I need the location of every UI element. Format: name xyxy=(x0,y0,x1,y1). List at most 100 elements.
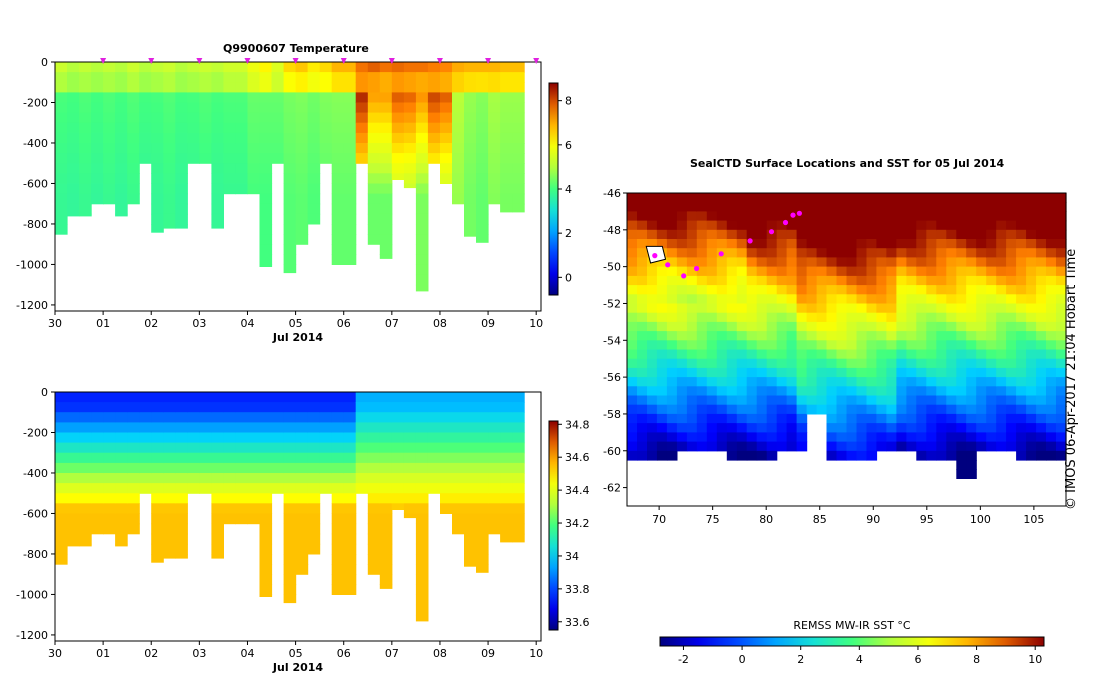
profile-cell xyxy=(307,422,321,434)
profile-cell xyxy=(500,102,513,114)
profile-cell xyxy=(343,533,357,545)
profile-cell xyxy=(103,442,116,454)
sst-cell xyxy=(706,358,718,369)
profile-cell xyxy=(55,432,68,444)
profile-cell xyxy=(259,483,273,494)
profile-cell xyxy=(79,442,92,454)
sst-cell xyxy=(886,266,897,277)
sst-cell xyxy=(866,340,878,351)
profile-cell xyxy=(476,432,489,444)
sst-cell xyxy=(1046,432,1057,443)
sst-cell xyxy=(637,229,648,240)
sst-cell xyxy=(866,450,878,461)
sst-cell xyxy=(736,229,748,240)
profile-cell xyxy=(464,483,477,494)
sst-cell xyxy=(796,303,808,314)
sst-cell xyxy=(866,377,878,387)
profile-cell xyxy=(247,452,261,464)
sst-cell xyxy=(746,229,758,240)
profile-cell xyxy=(343,513,357,525)
sst-cell xyxy=(816,358,828,369)
profile-cell xyxy=(103,422,116,434)
profile-cell xyxy=(283,543,297,555)
sst-cell xyxy=(1056,395,1067,406)
profile-cell xyxy=(211,82,224,93)
profile-cell xyxy=(403,72,417,83)
sst-cell xyxy=(637,248,648,258)
profile-cell xyxy=(500,402,513,413)
sst-cell xyxy=(647,266,658,277)
sst-cell xyxy=(1056,294,1067,305)
sst-cell xyxy=(796,257,808,268)
sst-cell xyxy=(766,220,778,231)
profile-cell xyxy=(103,112,116,124)
sst-cell xyxy=(686,202,698,212)
sst-cell xyxy=(1036,294,1047,305)
sst-cell xyxy=(656,312,668,323)
sst-cell xyxy=(776,312,788,323)
sst-cell xyxy=(756,349,768,360)
sst-cell xyxy=(916,294,927,305)
profile-cell xyxy=(151,523,164,535)
profile-cell xyxy=(307,143,321,154)
sst-cell xyxy=(996,303,1007,314)
sst-cell xyxy=(866,303,878,314)
profile-cell xyxy=(343,62,357,73)
sst-cell xyxy=(966,460,977,470)
sst-cell xyxy=(1006,312,1017,323)
sst-cell xyxy=(647,340,658,351)
profile-cell xyxy=(151,213,164,225)
sst-cell xyxy=(1046,275,1057,286)
sst-cell xyxy=(766,432,778,443)
sst-cell xyxy=(826,266,838,277)
profile-cell xyxy=(91,173,104,184)
profile-cell xyxy=(115,523,128,535)
sst-cell xyxy=(836,377,848,387)
profile-cell xyxy=(427,462,441,474)
sst-cell xyxy=(886,340,897,351)
profile-cell xyxy=(127,392,140,403)
profile-cell xyxy=(464,503,477,514)
sst-cell xyxy=(836,257,848,268)
profile-cell xyxy=(187,412,200,423)
sst-cell xyxy=(1026,349,1037,360)
sst-cell xyxy=(1006,413,1017,424)
sst-cell xyxy=(637,266,648,277)
profile-cell xyxy=(55,62,68,73)
profile-cell xyxy=(259,594,273,597)
sst-cell xyxy=(856,377,868,387)
profile-cell xyxy=(476,183,489,195)
profile-cell xyxy=(295,493,309,504)
sst-cell xyxy=(726,275,738,286)
sst-cell xyxy=(756,441,768,452)
map-x-tick-label: 85 xyxy=(813,513,827,526)
profile-cell xyxy=(343,244,357,255)
sst-cell xyxy=(736,303,748,314)
sst-cell xyxy=(706,257,718,268)
profile-cell xyxy=(512,392,525,403)
sst-cell xyxy=(886,321,897,332)
profile-cell xyxy=(379,493,393,504)
profile-cell xyxy=(307,543,321,555)
profile-cell xyxy=(295,533,309,545)
profile-cell xyxy=(512,143,525,154)
profile-cell xyxy=(331,392,345,403)
sst-cell xyxy=(866,220,878,231)
sst-cell xyxy=(906,229,917,240)
profile-cell xyxy=(163,82,176,93)
sst-cell xyxy=(836,275,848,286)
sst-cell xyxy=(966,220,977,231)
profile-cell xyxy=(211,153,224,164)
profile-cell xyxy=(199,72,212,83)
profile-cell xyxy=(115,432,128,444)
sst-cell xyxy=(846,202,858,212)
sst-cell xyxy=(706,423,718,433)
profile-cell xyxy=(55,143,68,154)
profile-cell xyxy=(391,82,405,93)
sst-cell xyxy=(926,432,937,443)
sst-cell xyxy=(956,303,967,314)
sst-cell xyxy=(996,229,1007,240)
sst-cell xyxy=(926,257,937,268)
profile-cell xyxy=(295,92,309,104)
profile-cell xyxy=(187,452,200,464)
